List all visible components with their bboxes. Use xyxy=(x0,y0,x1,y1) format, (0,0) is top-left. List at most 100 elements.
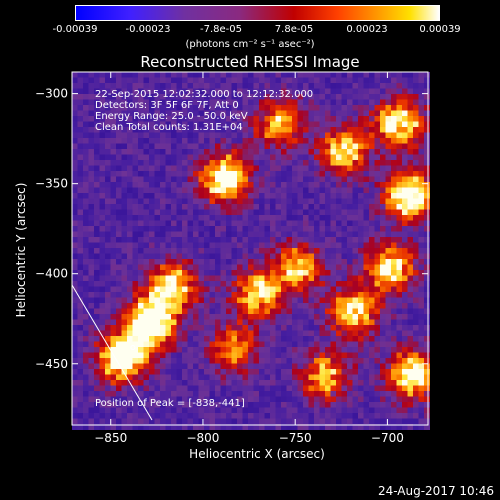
heatmap-cell xyxy=(226,308,232,315)
heatmap-cell xyxy=(187,231,194,238)
heatmap-cell xyxy=(215,374,221,381)
heatmap-cell xyxy=(418,385,425,392)
heatmap-cell xyxy=(160,275,166,282)
heatmap-cell xyxy=(154,149,161,155)
heatmap-cell xyxy=(242,187,249,194)
heatmap-cell xyxy=(127,226,133,232)
heatmap-cell xyxy=(292,94,298,100)
heatmap-cell xyxy=(413,303,419,309)
heatmap-cell xyxy=(187,336,194,342)
heatmap-cell xyxy=(171,176,177,183)
heatmap-cell xyxy=(121,286,128,293)
heatmap-cell xyxy=(160,314,166,320)
heatmap-cell xyxy=(363,319,370,326)
heatmap-cell xyxy=(281,352,287,359)
heatmap-cell xyxy=(149,385,155,392)
heatmap-cell xyxy=(237,380,243,386)
heatmap-cell xyxy=(391,121,397,128)
heatmap-cell xyxy=(369,380,375,386)
heatmap-cell xyxy=(330,242,337,249)
heatmap-cell xyxy=(308,121,315,128)
heatmap-cell xyxy=(160,171,166,177)
heatmap-cell xyxy=(363,253,370,260)
heatmap-cell xyxy=(319,341,326,348)
heatmap-cell xyxy=(358,363,364,370)
heatmap-cell xyxy=(171,341,177,348)
heatmap-cell xyxy=(215,297,221,304)
heatmap-cell xyxy=(132,88,139,95)
heatmap-cell xyxy=(231,374,238,381)
heatmap-cell xyxy=(231,105,238,111)
heatmap-cell xyxy=(297,72,304,78)
heatmap-cell xyxy=(336,385,342,392)
heatmap-cell xyxy=(374,176,381,183)
heatmap-cell xyxy=(77,154,84,161)
heatmap-cell xyxy=(347,292,353,298)
heatmap-cell xyxy=(99,407,106,414)
heatmap-cell xyxy=(154,341,161,348)
heatmap-cell xyxy=(215,352,221,359)
heatmap-cell xyxy=(385,110,392,117)
heatmap-cell xyxy=(198,94,205,100)
heatmap-cell xyxy=(396,347,403,353)
heatmap-cell xyxy=(391,281,397,287)
heatmap-cell xyxy=(220,154,227,161)
heatmap-cell xyxy=(77,182,84,188)
heatmap-cell xyxy=(418,308,425,315)
heatmap-cell xyxy=(231,424,238,430)
heatmap-cell xyxy=(319,385,326,392)
heatmap-cell xyxy=(286,308,293,315)
heatmap-cell xyxy=(94,380,100,386)
heatmap-cell xyxy=(176,143,183,150)
heatmap-cell xyxy=(424,270,430,276)
heatmap-cell xyxy=(116,314,122,320)
heatmap-cell xyxy=(204,182,210,188)
heatmap-cell xyxy=(83,182,89,188)
heatmap-cell xyxy=(418,314,425,320)
heatmap-cell xyxy=(275,248,282,254)
heatmap-cell xyxy=(160,176,166,183)
heatmap-cell xyxy=(105,231,111,238)
heatmap-cell xyxy=(154,160,161,166)
heatmap-cell xyxy=(314,347,320,353)
heatmap-cell xyxy=(83,226,89,232)
heatmap-cell xyxy=(418,319,425,326)
heatmap-cell xyxy=(396,363,403,370)
heatmap-cell xyxy=(330,325,337,331)
heatmap-cell xyxy=(248,286,254,293)
heatmap-cell xyxy=(154,220,161,227)
heatmap-cell xyxy=(171,77,177,84)
heatmap-cell xyxy=(110,341,117,348)
heatmap-cell xyxy=(176,176,183,183)
heatmap-cell xyxy=(374,358,381,364)
heatmap-cell xyxy=(358,176,364,183)
heatmap-cell xyxy=(149,215,155,221)
heatmap-cell xyxy=(286,165,293,172)
heatmap-cell xyxy=(198,121,205,128)
heatmap-cell xyxy=(154,77,161,84)
heatmap-cell xyxy=(165,347,172,353)
heatmap-cell xyxy=(198,132,205,139)
heatmap-cell xyxy=(270,319,276,326)
heatmap-cell xyxy=(330,231,337,238)
heatmap-cell xyxy=(110,264,117,271)
heatmap-cell xyxy=(220,253,227,260)
heatmap-cell xyxy=(226,231,232,238)
heatmap-cell xyxy=(127,182,133,188)
heatmap-cell xyxy=(369,281,375,287)
heatmap-cell xyxy=(281,193,287,199)
heatmap-cell xyxy=(204,215,210,221)
heatmap-cell xyxy=(297,314,304,320)
heatmap-cell xyxy=(121,297,128,304)
heatmap-cell xyxy=(198,110,205,117)
heatmap-cell xyxy=(198,143,205,150)
heatmap-cell xyxy=(330,402,337,408)
heatmap-cell xyxy=(77,121,84,128)
heatmap-cell xyxy=(248,77,254,84)
heatmap-cell xyxy=(176,231,183,238)
heatmap-cell xyxy=(187,418,194,425)
heatmap-cell xyxy=(363,94,370,100)
heatmap-cell xyxy=(94,281,100,287)
heatmap-cell xyxy=(116,220,122,227)
heatmap-cell xyxy=(270,314,276,320)
